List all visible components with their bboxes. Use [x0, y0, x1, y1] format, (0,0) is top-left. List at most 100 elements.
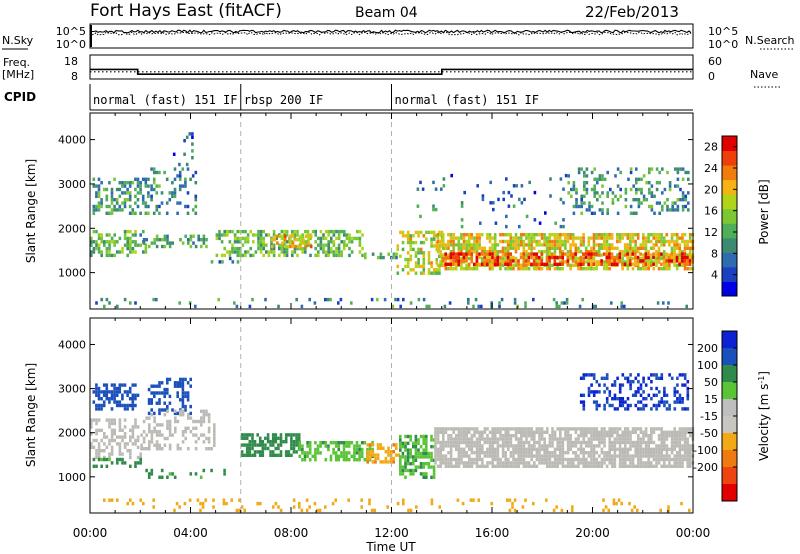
range-gate-cell	[147, 411, 151, 416]
range-gate-cell	[449, 236, 453, 240]
range-gate-cell	[616, 397, 619, 401]
range-gate-cell	[129, 301, 132, 305]
range-gate-cell	[660, 373, 664, 377]
range-gate-cell	[200, 433, 203, 437]
range-gate-cell	[181, 404, 185, 409]
range-gate-cell	[436, 451, 440, 455]
range-gate-cell	[584, 267, 588, 271]
range-gate-cell	[95, 386, 98, 391]
range-gate-cell	[314, 229, 317, 234]
range-gate-cell	[213, 433, 216, 437]
range-gate-cell	[603, 267, 606, 271]
range-gate-cell	[579, 262, 583, 266]
range-gate-cell	[145, 238, 148, 242]
range-gate-cell	[283, 234, 287, 238]
range-gate-cell	[558, 255, 562, 260]
range-gate-cell	[650, 437, 653, 441]
range-gate-cell	[449, 454, 453, 458]
range-gate-cell	[520, 434, 523, 438]
range-gate-cell	[171, 433, 174, 437]
range-gate-cell	[676, 440, 679, 445]
range-gate-cell	[158, 430, 161, 434]
range-gate-cell	[603, 177, 607, 181]
range-gate-cell	[662, 253, 666, 257]
range-gate-cell	[608, 267, 611, 271]
range-gate-cell	[483, 430, 487, 434]
range-gate-cell	[245, 436, 249, 440]
range-gate-cell	[155, 423, 159, 427]
range-gate-cell	[202, 234, 206, 238]
range-gate-cell	[444, 454, 448, 458]
range-gate-cell	[412, 240, 415, 245]
range-gate-cell	[95, 464, 98, 468]
range-gate-cell	[686, 259, 689, 263]
range-gate-cell	[202, 419, 206, 424]
range-gate-cell	[641, 262, 645, 266]
range-gate-cell	[285, 233, 289, 237]
range-gate-cell	[248, 433, 252, 437]
range-gate-cell	[366, 450, 369, 454]
range-gate-cell	[171, 191, 174, 195]
range-gate-cell	[491, 437, 494, 441]
range-gate-cell	[676, 397, 679, 401]
range-gate-cell	[587, 252, 590, 256]
range-gate-cell	[361, 253, 364, 258]
range-gate-cell	[340, 441, 343, 445]
range-gate-cell	[371, 443, 375, 447]
range-gate-cell	[181, 430, 185, 434]
range-gate-cell	[430, 237, 433, 241]
range-gate-cell	[231, 243, 234, 247]
range-gate-cell	[626, 437, 630, 441]
range-gate-cell	[585, 461, 588, 465]
range-gate-cell	[605, 250, 609, 254]
range-gate-cell	[574, 451, 578, 455]
range-gate-cell	[658, 201, 661, 205]
range-gate-cell	[473, 427, 476, 431]
range-gate-cell	[475, 243, 479, 247]
range-gate-cell	[121, 201, 124, 205]
range-gate-cell	[494, 221, 498, 225]
range-gate-cell	[129, 449, 132, 453]
range-gate-cell	[506, 262, 510, 266]
range-gate-cell	[603, 451, 606, 455]
range-gate-cell	[470, 246, 474, 250]
range-gate-cell	[191, 132, 194, 136]
range-gate-cell	[676, 400, 679, 404]
range-gate-cell	[566, 464, 570, 468]
range-gate-cell	[201, 501, 205, 506]
range-gate-cell	[330, 240, 333, 244]
range-gate-cell	[576, 262, 580, 266]
range-gate-cell	[689, 447, 692, 451]
range-gate-cell	[322, 233, 325, 237]
range-gate-cell	[600, 427, 604, 431]
range-gate-cell	[683, 252, 687, 256]
range-gate-cell	[657, 259, 661, 263]
range-gate-cell	[577, 250, 580, 254]
range-gate-cell	[572, 440, 575, 445]
range-gate-cell	[226, 250, 229, 254]
velocity-colorbar-swatch	[722, 382, 737, 400]
range-gate-cell	[665, 233, 669, 237]
range-gate-cell	[649, 239, 653, 244]
range-gate-cell	[163, 387, 166, 392]
range-gate-cell	[527, 440, 531, 445]
range-gate-cell	[533, 190, 537, 195]
range-gate-cell	[460, 440, 463, 445]
range-gate-cell	[191, 142, 194, 146]
range-gate-cell	[686, 457, 689, 462]
range-gate-cell	[476, 184, 479, 188]
velocity-colorbar-swatch	[722, 450, 737, 468]
range-gate-cell	[155, 297, 158, 302]
range-gate-cell	[629, 444, 632, 448]
range-gate-cell	[629, 170, 633, 175]
range-gate-cell	[191, 156, 194, 160]
range-gate-cell	[678, 393, 682, 397]
range-gate-cell	[134, 461, 137, 465]
range-gate-cell	[522, 233, 526, 237]
range-gate-cell	[624, 447, 627, 451]
range-gate-cell	[493, 256, 497, 261]
range-gate-cell	[657, 461, 661, 465]
range-gate-cell	[139, 461, 142, 465]
range-gate-cell	[473, 262, 476, 266]
range-gate-cell	[655, 407, 658, 411]
